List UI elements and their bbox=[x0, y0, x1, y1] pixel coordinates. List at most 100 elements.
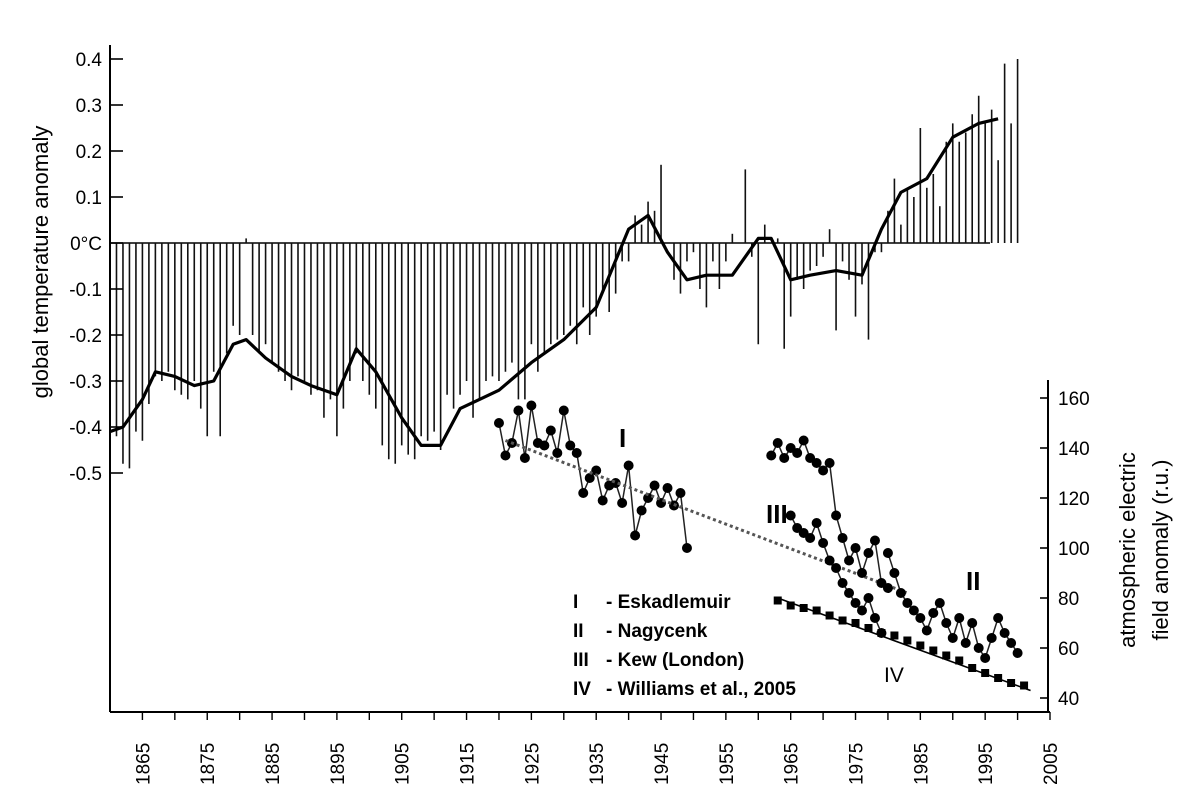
x-tick-label-9: 1955 bbox=[717, 743, 738, 785]
i-eskadlemuir-point-8 bbox=[545, 425, 556, 436]
i-eskadlemuir-point-28 bbox=[675, 488, 686, 498]
i-eskadlemuir-point-3 bbox=[513, 405, 524, 416]
iv-williams-et-al-2005-point-13 bbox=[942, 651, 951, 660]
iii-cluster-point-10 bbox=[850, 598, 861, 608]
iii-kew-london-point-7 bbox=[811, 458, 822, 468]
iv-williams-et-al-2005-point-10 bbox=[903, 636, 912, 645]
i-eskadlemuir-point-10 bbox=[558, 405, 569, 416]
legend-text-4: - Williams et al., 2005 bbox=[606, 679, 796, 700]
temperature-bars bbox=[115, 59, 1019, 469]
left-tick-label-6: -0.2 bbox=[69, 326, 102, 347]
x-tick-label-4: 1905 bbox=[393, 743, 414, 785]
x-tick-label-13: 1995 bbox=[976, 743, 997, 785]
left-tick-label-5: -0.1 bbox=[69, 280, 102, 301]
i-eskadlemuir-point-23 bbox=[643, 493, 654, 503]
right-axis-ticks: 160 140 120 100 80 60 40 bbox=[1040, 389, 1090, 710]
ii-nagycenk-point-17 bbox=[993, 613, 1004, 623]
i-eskadlemuir-point-1 bbox=[500, 450, 511, 461]
iv-williams-et-al-2005-point-19 bbox=[1020, 681, 1029, 690]
x-tick-label-8: 1945 bbox=[652, 743, 673, 785]
iii-kew-london-point-18 bbox=[882, 583, 893, 593]
ii-nagycenk-point-7 bbox=[928, 608, 939, 618]
ii-nagycenk-point-3 bbox=[902, 598, 913, 608]
iv-williams-et-al-2005-point-9 bbox=[890, 631, 899, 640]
legend-text-2: - Nagycenk bbox=[606, 621, 708, 642]
i-eskadlemuir-point-14 bbox=[584, 473, 595, 483]
x-tick-label-5: 1915 bbox=[458, 743, 479, 785]
x-tick-label-12: 1985 bbox=[911, 743, 932, 785]
ii-nagycenk-point-10 bbox=[947, 633, 958, 643]
i-eskadlemuir-point-7 bbox=[539, 440, 550, 451]
iv-williams-et-al-2005-point-11 bbox=[916, 641, 925, 650]
series-label-II: II bbox=[966, 566, 980, 596]
iii-kew-london-point-15 bbox=[863, 548, 874, 558]
i-eskadlemuir-point-29 bbox=[681, 543, 692, 553]
i-eskadlemuir-point-24 bbox=[649, 480, 660, 491]
ii-nagycenk-point-13 bbox=[967, 618, 978, 628]
left-tick-label-0: 0.4 bbox=[76, 50, 103, 71]
iii-cluster-point-9 bbox=[844, 588, 855, 598]
left-tick-label-8: -0.4 bbox=[69, 418, 102, 439]
ii-nagycenk-point-2 bbox=[895, 588, 906, 598]
iii-kew-london-point-8 bbox=[818, 465, 829, 476]
right-tick-label-1: 140 bbox=[1058, 439, 1090, 460]
right-tick-label-5: 60 bbox=[1058, 639, 1079, 660]
i-trend-line bbox=[504, 439, 908, 595]
iii-cluster-point-0 bbox=[785, 510, 796, 521]
ii-nagycenk-point-0 bbox=[882, 548, 893, 558]
x-tick-label-7: 1935 bbox=[587, 743, 608, 785]
temperature-smoothed-curve bbox=[109, 117, 999, 447]
legend: I - Eskadlemuir II - Nagycenk III - Kew … bbox=[573, 592, 796, 700]
temperature-smoothed-group bbox=[109, 117, 999, 447]
electric-field-series-group bbox=[493, 400, 1031, 692]
ii-nagycenk-point-5 bbox=[915, 613, 926, 623]
left-tick-label-3: 0.1 bbox=[76, 188, 102, 209]
right-tick-label-2: 120 bbox=[1058, 489, 1090, 510]
iii-cluster-point-8 bbox=[837, 578, 848, 588]
iii-kew-london-point-16 bbox=[869, 535, 880, 546]
i-eskadlemuir-point-21 bbox=[630, 530, 641, 541]
iii-kew-london-point-11 bbox=[837, 533, 848, 543]
iii-cluster-point-5 bbox=[818, 538, 829, 548]
ii-nagycenk-point-16 bbox=[986, 633, 997, 643]
iv-williams-et-al-2005-point-14 bbox=[955, 656, 964, 665]
iii-kew-london-point-13 bbox=[850, 543, 861, 553]
i-eskadlemuir-point-5 bbox=[526, 400, 537, 411]
series-label-III: III bbox=[766, 499, 788, 529]
iv-williams-et-al-2005-point-8 bbox=[877, 629, 886, 637]
iii-cluster-point-13 bbox=[869, 613, 880, 623]
series-label-IV: IV bbox=[884, 664, 904, 687]
ii-nagycenk-point-15 bbox=[980, 653, 991, 663]
ii-nagycenk-point-19 bbox=[1006, 638, 1017, 648]
x-tick-label-0: 1865 bbox=[133, 743, 154, 785]
i-eskadlemuir-point-19 bbox=[617, 498, 628, 508]
left-axis-title: global temperature anomaly bbox=[28, 126, 53, 399]
iv-williams-et-al-2005-point-12 bbox=[929, 646, 938, 655]
i-eskadlemuir-point-20 bbox=[623, 460, 634, 471]
x-tick-label-2: 1885 bbox=[263, 743, 284, 785]
iv-williams-et-al-2005-point-7 bbox=[864, 624, 873, 632]
iii-cluster-point-4 bbox=[811, 518, 822, 528]
iv-williams-et-al-2005-point-1 bbox=[786, 601, 795, 610]
iii-kew-london-point-9 bbox=[824, 458, 835, 468]
iv-williams-et-al-2005-point-4 bbox=[825, 611, 834, 620]
ii-nagycenk-point-1 bbox=[889, 568, 900, 578]
i-eskadlemuir-point-13 bbox=[578, 488, 589, 498]
iii-kew-london-point-5 bbox=[798, 435, 809, 446]
x-tick-label-6: 1925 bbox=[522, 743, 543, 785]
i-eskadlemuir-point-12 bbox=[571, 448, 582, 458]
ii-nagycenk-point-6 bbox=[921, 625, 932, 636]
x-tick-label-1: 1875 bbox=[198, 743, 219, 785]
i-eskadlemuir-point-11 bbox=[565, 440, 576, 451]
i-eskadlemuir-point-26 bbox=[662, 483, 673, 493]
i-eskadlemuir-point-15 bbox=[591, 465, 602, 476]
iii-kew-london-point-1 bbox=[772, 438, 783, 448]
left-tick-label-9: -0.5 bbox=[69, 464, 102, 485]
right-tick-label-4: 80 bbox=[1058, 589, 1079, 610]
i-eskadlemuir-point-4 bbox=[519, 453, 530, 463]
iv-williams-et-al-2005-point-15 bbox=[968, 664, 977, 672]
series-label-I: I bbox=[619, 423, 626, 453]
iv-williams-et-al-2005-point-16 bbox=[981, 669, 990, 677]
i-eskadlemuir-point-16 bbox=[597, 495, 608, 506]
